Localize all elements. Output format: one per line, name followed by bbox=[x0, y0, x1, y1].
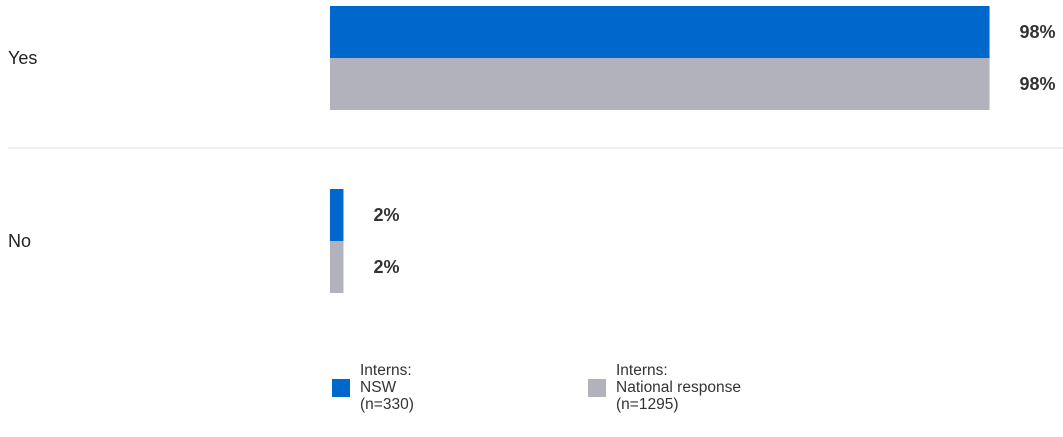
legend-label-national-line-3: (n=1295) bbox=[616, 396, 679, 413]
value-label-nsw-yes: 98% bbox=[1020, 22, 1056, 42]
legend-label-national: Interns: National response (n=1295) bbox=[616, 362, 741, 413]
legend-item-national: Interns: National response (n=1295) bbox=[588, 362, 741, 413]
bar-series bbox=[330, 6, 990, 293]
legend-label-national-line-1: Interns: bbox=[616, 362, 668, 379]
legend: Interns: NSW (n=330) Interns: National r… bbox=[0, 362, 1063, 437]
bar-nsw-yes bbox=[330, 6, 990, 58]
legend-label-nsw-line-2: NSW bbox=[360, 379, 397, 396]
legend-item-nsw: Interns: NSW (n=330) bbox=[332, 362, 414, 413]
value-label-national-no: 2% bbox=[373, 257, 399, 277]
legend-label-nsw: Interns: NSW (n=330) bbox=[360, 362, 414, 413]
legend-label-nsw-line-3: (n=330) bbox=[360, 396, 414, 413]
legend-label-nsw-line-1: Interns: bbox=[360, 362, 412, 379]
bar-nsw-no bbox=[330, 189, 344, 241]
legend-label-national-line-2: National response bbox=[616, 379, 741, 396]
legend-swatch-national bbox=[588, 378, 606, 397]
legend-swatch-nsw bbox=[332, 378, 350, 397]
value-label-nsw-no: 2% bbox=[373, 205, 399, 225]
bar-national-no bbox=[330, 241, 344, 293]
value-label-national-yes: 98% bbox=[1020, 74, 1056, 94]
category-label-no: No bbox=[8, 231, 31, 251]
category-labels: Yes No bbox=[8, 48, 37, 251]
category-label-yes: Yes bbox=[8, 48, 37, 68]
bar-national-yes bbox=[330, 58, 990, 110]
value-labels: 98% 98% 2% 2% bbox=[373, 22, 1055, 277]
